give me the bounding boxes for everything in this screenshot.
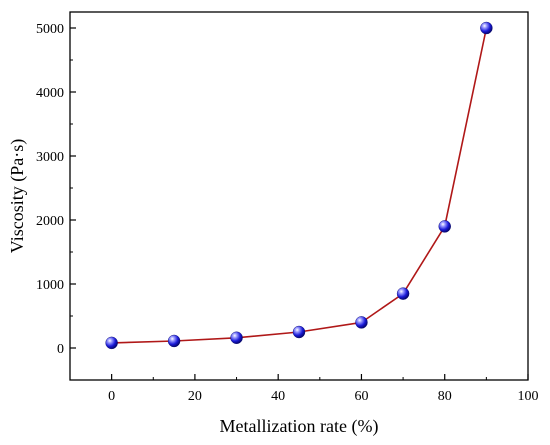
y-axis-ticks: 0 1000 2000 3000 4000 5000 (36, 22, 76, 357)
y-tick-label: 5000 (36, 22, 64, 37)
x-tick-label: 0 (108, 389, 115, 404)
y-tick-label: 4000 (36, 86, 64, 101)
data-point (230, 331, 243, 344)
y-tick-label: 3000 (36, 150, 64, 165)
x-tick-label: 100 (518, 389, 539, 404)
data-point (167, 334, 181, 348)
y-tick-label: 0 (57, 342, 64, 357)
data-point (438, 220, 451, 233)
series-lines (111, 27, 488, 344)
data-point (480, 21, 493, 35)
x-tick-label: 60 (354, 389, 368, 404)
y-tick-label: 1000 (36, 278, 64, 293)
data-point (105, 336, 118, 350)
plot-frame (69, 11, 529, 381)
x-tick-label: 40 (271, 389, 285, 404)
data-point (292, 325, 306, 339)
series-line (111, 27, 488, 344)
data-point (355, 316, 368, 329)
x-tick-label: 20 (188, 389, 202, 404)
series-points (105, 21, 493, 350)
x-axis-title: Metallization rate (%) (220, 416, 379, 437)
y-tick-label: 2000 (36, 214, 64, 229)
x-axis-ticks: 0 20 40 60 80 100 (108, 374, 539, 404)
y-axis-title: Viscosity (Pa·s) (7, 139, 28, 253)
x-tick-label: 80 (438, 389, 452, 404)
data-point (396, 287, 410, 300)
